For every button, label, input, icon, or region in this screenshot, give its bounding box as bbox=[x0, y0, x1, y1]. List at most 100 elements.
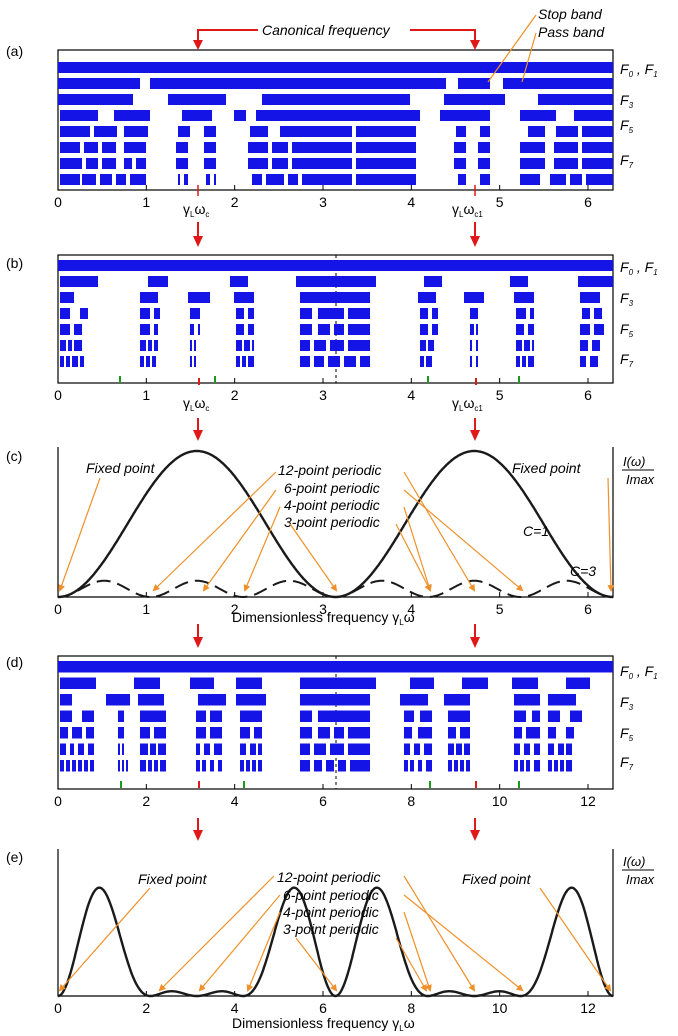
band-segment bbox=[134, 677, 160, 689]
tick-label: 2 bbox=[231, 387, 239, 403]
tick-label: 4 bbox=[407, 387, 415, 403]
band-segment bbox=[410, 760, 414, 772]
band-segment bbox=[280, 126, 352, 137]
row-labels: F0 , F1 F3 F5 F7 F0 , F1 F3 F5 F7 F0 , F1 F3 F5 F7 bbox=[620, 61, 658, 772]
band-segment bbox=[448, 743, 454, 755]
band-segment bbox=[466, 760, 470, 772]
band-segment bbox=[60, 174, 80, 185]
band-segment bbox=[314, 743, 326, 755]
band-segment bbox=[102, 158, 116, 169]
band-segment bbox=[198, 324, 200, 335]
wc-label-a: γLωc bbox=[183, 201, 209, 219]
band-segment bbox=[448, 710, 470, 722]
band-segment bbox=[528, 324, 534, 335]
band-segment bbox=[420, 710, 432, 722]
band-segment bbox=[478, 142, 490, 153]
band-segment bbox=[148, 760, 152, 772]
band-segment bbox=[432, 324, 438, 335]
band-segment bbox=[68, 340, 72, 351]
band-segment bbox=[426, 356, 432, 367]
band-segment bbox=[204, 142, 216, 153]
green-marker bbox=[214, 376, 216, 383]
annotation-pointer bbox=[246, 911, 281, 992]
band-segment bbox=[140, 710, 166, 722]
band-segment bbox=[236, 340, 242, 351]
annotation-pointer bbox=[403, 911, 432, 992]
annotation-pointer bbox=[295, 937, 338, 992]
band-segment bbox=[580, 292, 600, 303]
annotation-pointer bbox=[539, 887, 612, 992]
row-label: F7 bbox=[620, 152, 634, 170]
tick-label: 4 bbox=[407, 601, 415, 617]
tick-label: 12 bbox=[580, 793, 596, 809]
band-segment bbox=[594, 308, 602, 319]
tick-label: 2 bbox=[142, 1000, 150, 1016]
band-segment bbox=[556, 126, 578, 137]
band-segment bbox=[240, 760, 244, 772]
band-segment bbox=[516, 356, 520, 367]
band-segment bbox=[528, 126, 545, 137]
tick-label: 12 bbox=[580, 1000, 596, 1016]
red-marker bbox=[475, 378, 477, 385]
band-segment bbox=[300, 743, 310, 755]
band-segment bbox=[300, 727, 312, 739]
band-segment bbox=[318, 727, 330, 739]
band-segment bbox=[248, 308, 254, 319]
band-segment bbox=[114, 110, 150, 121]
band-segment bbox=[190, 324, 194, 335]
band-segment bbox=[314, 356, 324, 367]
band-segment bbox=[300, 710, 312, 722]
band-segment bbox=[60, 694, 72, 706]
band-segment bbox=[58, 260, 613, 271]
panel-e-ylabel-den: Imax bbox=[626, 872, 655, 887]
band-segment bbox=[558, 743, 564, 755]
band-segment bbox=[122, 760, 124, 772]
panel-b: (b) 0 1 2 3 4 5 6 γLωc γLωc1 bbox=[6, 222, 614, 413]
tick-label: 6 bbox=[319, 1000, 327, 1016]
band-segment bbox=[84, 142, 98, 153]
band-segment bbox=[300, 308, 312, 319]
band-segment bbox=[348, 727, 370, 739]
band-segment bbox=[102, 142, 116, 153]
arrow-b-left bbox=[193, 236, 203, 247]
band-segment bbox=[574, 110, 613, 121]
band-segment bbox=[140, 292, 158, 303]
band-segment bbox=[176, 158, 188, 169]
band-segment bbox=[240, 727, 250, 739]
band-segment bbox=[78, 760, 82, 772]
band-segment bbox=[514, 292, 534, 303]
band-segment bbox=[528, 356, 534, 367]
annotation-pointer bbox=[152, 471, 277, 592]
band-segment bbox=[470, 340, 472, 351]
fixed-point-right-c: Fixed point bbox=[512, 460, 582, 476]
band-segment bbox=[60, 126, 90, 137]
band-segment bbox=[158, 743, 166, 755]
band-segment bbox=[534, 743, 540, 755]
band-segment bbox=[420, 356, 424, 367]
tick-label: 6 bbox=[584, 194, 592, 210]
band-segment bbox=[334, 727, 344, 739]
band-segment bbox=[582, 142, 613, 153]
row-label: F0 , F1 bbox=[620, 61, 658, 79]
band-segment bbox=[454, 760, 458, 772]
band-segment bbox=[570, 710, 582, 722]
band-segment bbox=[206, 174, 210, 185]
band-segment bbox=[330, 743, 344, 755]
band-segment bbox=[510, 276, 528, 287]
band-segment bbox=[538, 94, 613, 105]
band-segment bbox=[74, 324, 82, 335]
row-label: F3 bbox=[620, 290, 634, 308]
band-segment bbox=[190, 308, 200, 319]
band-segment bbox=[548, 710, 560, 722]
annotation-pointer bbox=[289, 523, 338, 592]
band-segment bbox=[60, 158, 82, 169]
band-segment bbox=[328, 356, 340, 367]
tick-label: 3 bbox=[319, 194, 327, 210]
band-segment bbox=[190, 356, 192, 367]
annotation-pointer bbox=[243, 506, 281, 592]
band-segment bbox=[476, 340, 478, 351]
band-segment bbox=[244, 340, 250, 351]
row-label: F0 , F1 bbox=[620, 663, 658, 681]
band-segment bbox=[524, 340, 530, 351]
